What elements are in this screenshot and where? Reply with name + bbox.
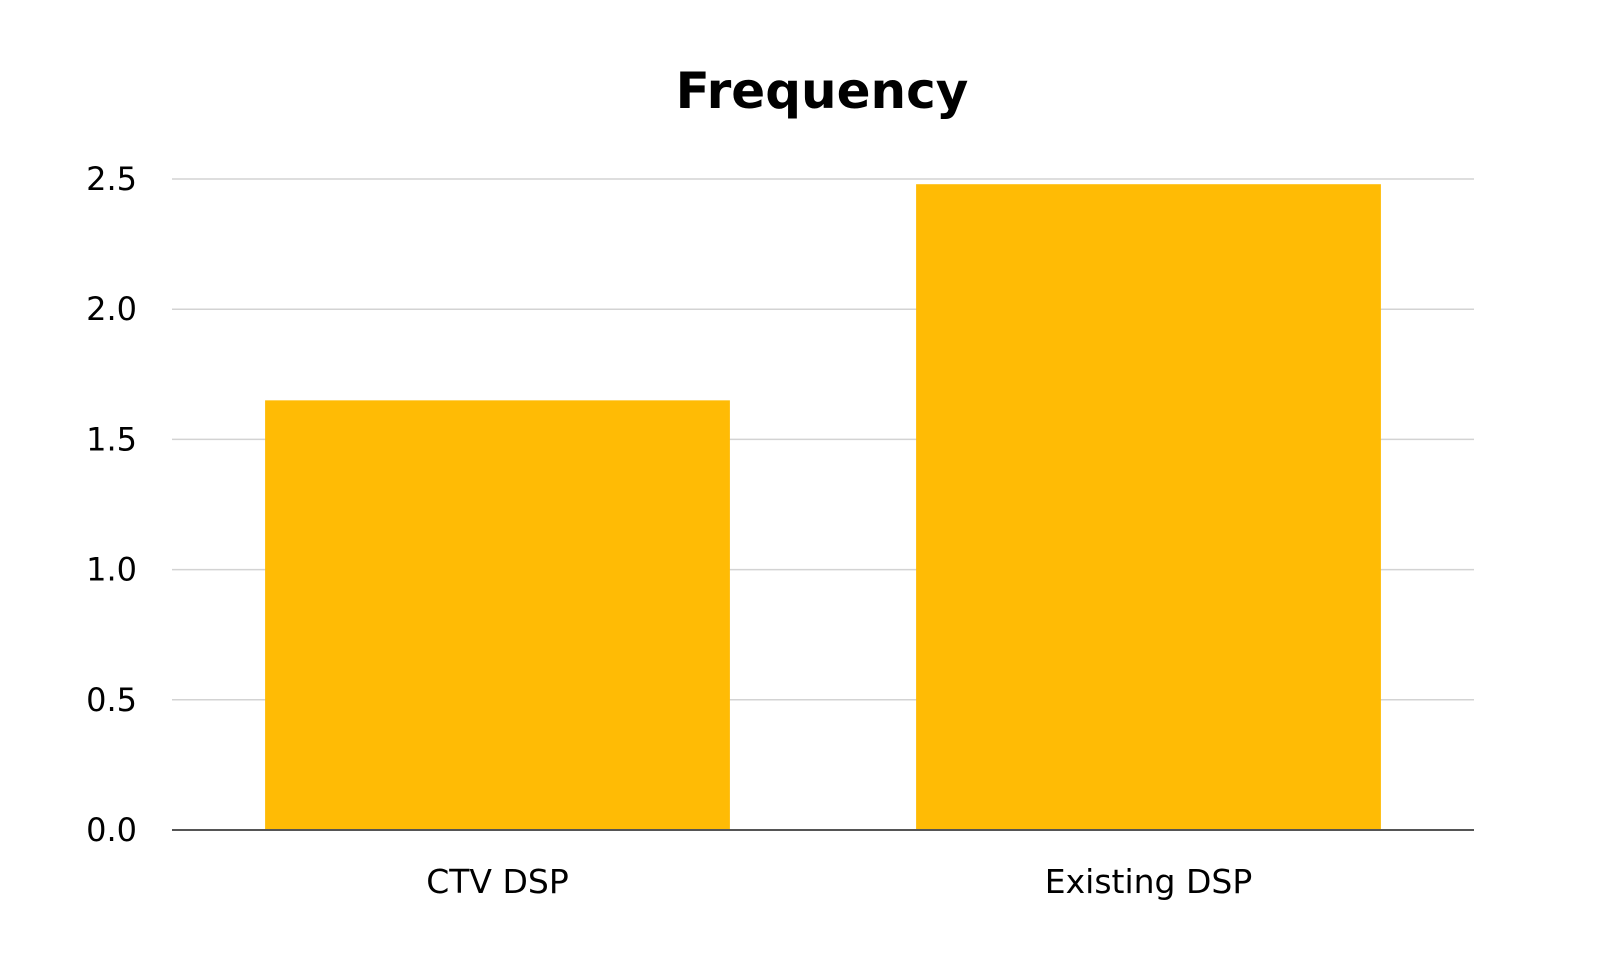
x-category-label: Existing DSP xyxy=(1045,862,1252,901)
y-axis-ticks: 0.0 0.5 1.0 1.5 2.0 2.5 xyxy=(86,160,137,849)
y-tick-label: 1.5 xyxy=(86,420,137,458)
bar-ctv-dsp xyxy=(265,400,730,830)
y-tick-label: 2.0 xyxy=(86,290,137,328)
y-tick-label: 0.5 xyxy=(86,681,137,719)
y-tick-label: 0.0 xyxy=(86,811,137,849)
x-category-label: CTV DSP xyxy=(426,862,569,901)
y-tick-label: 2.5 xyxy=(86,160,137,198)
x-axis-labels: CTV DSP Existing DSP xyxy=(426,862,1252,901)
chart-title: Frequency xyxy=(676,62,969,120)
bars xyxy=(265,184,1381,830)
y-tick-label: 1.0 xyxy=(86,551,137,589)
bar-existing-dsp xyxy=(916,184,1381,830)
